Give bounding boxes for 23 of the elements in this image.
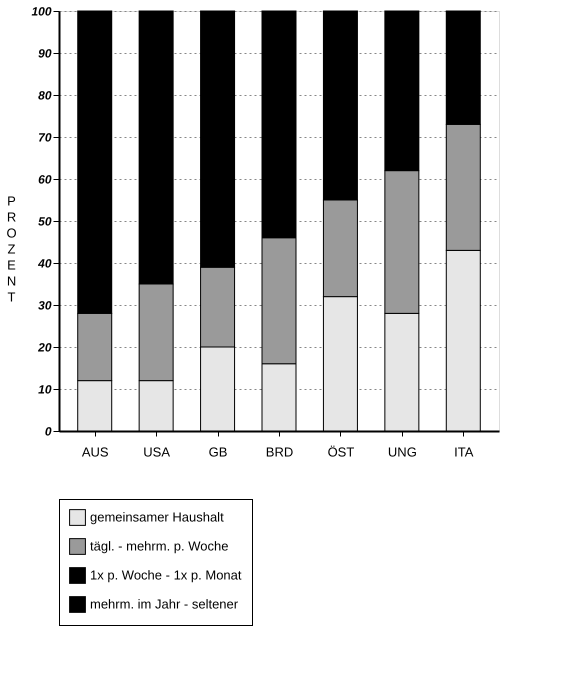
y-tick-label: 20 [37,340,52,354]
x-tick-label: BRD [266,444,294,460]
y-tick-label: 100 [31,4,52,18]
y-tick-label: 60 [38,172,52,186]
y-tick-label: 40 [37,256,52,270]
legend-label: tägl. - mehrm. p. Woche [90,538,228,554]
legend-label: 1x p. Woche - 1x p. Monat [90,568,242,582]
x-tick-label: AUS [82,444,109,460]
legend-label: mehrm. im Jahr - seltener [90,596,239,612]
x-tick-label: USA [143,444,170,460]
y-tick-label: 90 [38,46,52,60]
y-tick-label: 0 [44,424,52,438]
x-tick-label: UNG [388,444,417,460]
x-tick-label: GB [208,444,228,460]
y-tick-label: 50 [38,214,52,228]
legend-label: gemeinsamer Haushalt [90,510,224,524]
y-axis-title: PROZENT [6,194,17,304]
y-tick-label: 10 [38,382,52,396]
x-tick-label: ITA [454,444,474,460]
x-tick-label: ÖST [328,444,354,460]
y-tick-label: 70 [38,130,52,144]
y-tick-label: 30 [38,298,52,312]
y-tick-label: 80 [38,88,52,102]
